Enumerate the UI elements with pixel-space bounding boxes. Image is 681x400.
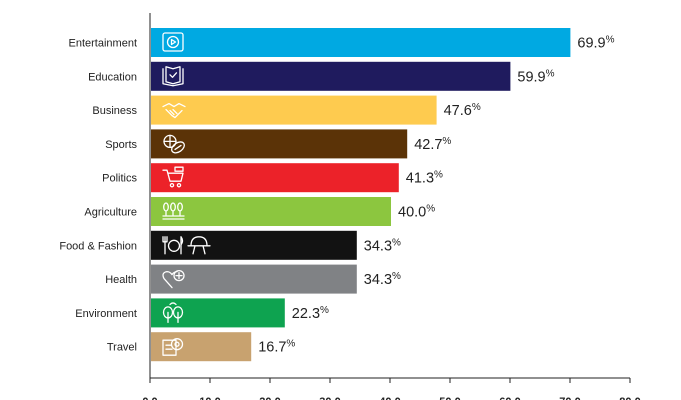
category-label: Agriculture — [84, 207, 137, 219]
bar-group-agriculture: Agriculture 40.0% — [84, 197, 435, 226]
category-label: Health — [105, 274, 137, 286]
bar — [151, 163, 399, 193]
x-tick-label: 60.0 — [499, 396, 520, 400]
bar — [151, 95, 437, 125]
category-label: Politics — [102, 173, 137, 185]
x-tick-label: 80.0 — [619, 396, 640, 400]
play-screen-icon — [162, 32, 184, 52]
bar — [151, 230, 357, 260]
category-label: Entertainment — [69, 38, 137, 50]
bar-group-business: Business 47.6% — [92, 95, 481, 125]
bar — [151, 61, 511, 91]
value-label: 34.3% — [364, 237, 401, 254]
bar — [151, 197, 391, 226]
heart-plus-icon — [162, 269, 185, 289]
bar — [151, 129, 408, 159]
bar — [151, 264, 357, 294]
crops-icon — [162, 202, 185, 220]
category-label: Food & Fashion — [59, 240, 137, 252]
x-axis-ticks: 0.0 10.0 20.0 30.0 40.0 50.0 60.0 70.0 80.0 — [142, 378, 641, 400]
x-tick-label: 50.0 — [439, 396, 460, 400]
bar — [151, 28, 571, 57]
bar-group-food-fashion: Food & Fashion 34.3% — [59, 230, 401, 260]
bar-group-health: Health 34.3% — [105, 264, 401, 294]
category-label: Sports — [105, 139, 137, 151]
bar-group-politics: Politics 41.3% — [102, 163, 443, 193]
category-label: Business — [92, 105, 137, 117]
bar — [151, 332, 252, 362]
bar-group-environment: Environment 22.3% — [75, 298, 329, 328]
value-label: 42.7% — [414, 136, 451, 153]
value-label: 16.7% — [258, 339, 295, 356]
bar-group-entertainment: Entertainment 69.9% — [69, 28, 615, 57]
x-tick-label: 30.0 — [319, 396, 340, 400]
book-icon — [162, 66, 184, 87]
trees-icon — [162, 302, 184, 324]
handshake-icon — [162, 102, 186, 119]
x-tick-label: 0.0 — [142, 396, 157, 400]
value-label: 47.6% — [444, 102, 481, 119]
value-label: 41.3% — [406, 170, 443, 187]
category-label: Environment — [75, 308, 137, 320]
bar-group-education: Education 59.9% — [88, 61, 555, 91]
bar-group-sports: Sports 42.7% — [105, 129, 451, 159]
value-label: 40.0% — [398, 204, 435, 221]
balls-icon — [163, 134, 185, 154]
location-pin-icon — [162, 338, 184, 356]
value-label: 34.3% — [364, 271, 401, 288]
category-label: Education — [88, 71, 137, 83]
food-hat-icon — [162, 236, 211, 255]
bar-group-travel: Travel 16.7% — [107, 332, 295, 362]
x-tick-label: 10.0 — [199, 396, 220, 400]
x-tick-label: 70.0 — [559, 396, 580, 400]
bars-group: Entertainment 69.9% Education 59.9% Business… — [59, 28, 615, 362]
category-label: Travel — [107, 342, 137, 354]
value-label: 69.9% — [577, 35, 614, 52]
x-tick-label: 40.0 — [379, 396, 400, 400]
value-label: 59.9% — [517, 68, 554, 85]
x-tick-label: 20.0 — [259, 396, 280, 400]
value-label: 22.3% — [292, 305, 329, 322]
shopping-cart-icon — [162, 166, 184, 188]
